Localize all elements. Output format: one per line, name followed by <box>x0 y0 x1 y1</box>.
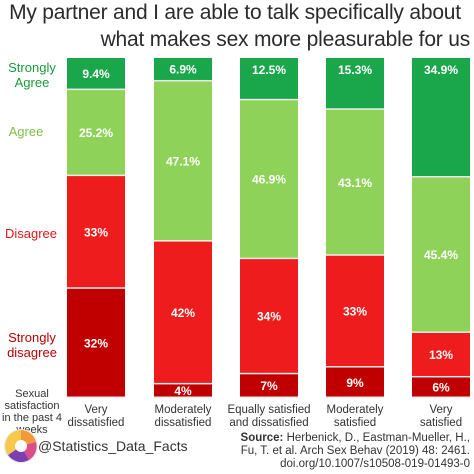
bar-segment-strongly-disagree <box>412 377 470 397</box>
bar-segment-strongly-disagree <box>67 288 125 397</box>
category-label: Equally satisfied and dissatisfied <box>227 404 311 429</box>
source-prefix: Source: <box>240 432 284 444</box>
data-label: 34.9% <box>424 63 458 77</box>
bar-segment-disagree <box>67 176 125 288</box>
data-label: 4% <box>174 384 192 398</box>
chart-title-line2: what makes sex more pleasurable for us <box>100 28 471 51</box>
bar-segment-strongly-agree <box>412 58 470 176</box>
bar-segment-strongly-agree <box>154 58 212 80</box>
bar-segment-disagree <box>326 255 384 367</box>
data-label: 32% <box>84 336 108 350</box>
data-label: 6% <box>432 381 450 395</box>
data-label: 9% <box>346 376 364 390</box>
bar-segment-agree <box>240 100 298 258</box>
category-label: Very dissatisfied <box>67 404 125 429</box>
legend-strongly-disagree: Strongly disagree <box>7 330 57 360</box>
data-label: 15.3% <box>338 63 372 77</box>
data-label: 6.9% <box>169 63 197 77</box>
bar-segment-disagree <box>154 241 212 383</box>
bar-segment-strongly-disagree <box>240 374 298 397</box>
data-label: 45.4% <box>424 248 458 262</box>
data-label: 34% <box>257 310 281 324</box>
data-label: 46.9% <box>252 173 286 187</box>
bar-segment-agree <box>412 177 470 332</box>
legend-agree: Agree <box>8 124 44 139</box>
source-line1: Herbenick, D., Eastman-Mueller, H., <box>286 432 470 444</box>
logo-icon <box>4 429 38 463</box>
source-line3: doi.org/10.1007/s10508-019-01493-0 <box>280 458 470 470</box>
legend-disagree: Disagree <box>4 226 58 241</box>
bar-segment-disagree <box>240 259 298 373</box>
data-label: 43.1% <box>338 176 372 190</box>
data-label: 25.2% <box>79 126 113 140</box>
chart-title-line1: My partner and I are able to talk specif… <box>9 1 461 24</box>
data-label: 33% <box>343 305 367 319</box>
bar-segment-agree <box>326 109 384 255</box>
bar-segment-agree <box>67 90 125 175</box>
category-label: Very satisfied <box>419 404 463 429</box>
bar-segment-disagree <box>412 332 470 376</box>
legend-strongly-agree: Strongly Agree <box>8 60 56 90</box>
data-label: 42% <box>171 306 195 320</box>
data-label: 47.1% <box>166 155 200 169</box>
data-label: 33% <box>84 225 108 239</box>
bar-segment-strongly-disagree <box>154 384 212 397</box>
data-label: 9.4% <box>82 67 110 81</box>
data-label: 13% <box>429 348 453 362</box>
bar-segment-agree <box>154 81 212 241</box>
category-label: Moderately satisfied <box>326 404 384 429</box>
data-label: 12.5% <box>252 63 286 77</box>
bar-segment-strongly-agree <box>67 58 125 89</box>
source-citation: Source: Herbenick, D., Eastman-Mueller, … <box>241 432 470 471</box>
category-label: Moderately dissatisfied <box>154 404 212 429</box>
source-line2: Fu, T. et al. Arch Sex Behav (2019) 48: … <box>240 445 470 457</box>
bar-segment-strongly-agree <box>240 58 298 99</box>
data-label: 7% <box>260 379 278 393</box>
bar-segment-strongly-agree <box>326 58 384 109</box>
author-handle: @Statistics_Data_Facts <box>38 438 188 454</box>
bar-segment-strongly-disagree <box>326 367 384 397</box>
